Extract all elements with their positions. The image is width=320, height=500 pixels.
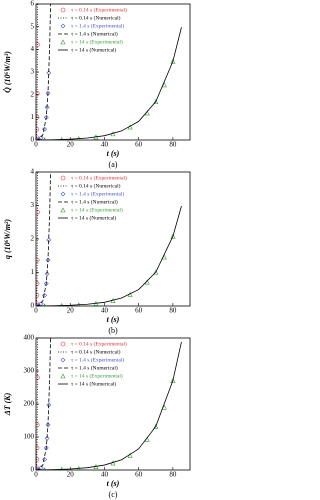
legend-label: τ = 1.4 s (Numerical) [71,198,118,205]
data-point [161,82,167,88]
y-tick-label: 3 [31,201,35,209]
legend-swatch [60,341,66,347]
x-axis-label: t (s) [107,315,120,324]
legend-swatch [60,7,66,13]
x-tick-label: 0 [34,471,38,479]
legend-label: τ = 1.4 s (Numerical) [71,30,118,37]
x-tick-label: 60 [135,141,143,149]
y-axis-label: Q̇ (10⁶W/m³) [2,51,12,93]
data-point [153,99,159,104]
series-line [36,27,182,140]
y-axis-label: q (10⁶W/m²) [3,219,12,259]
legend-swatch [60,357,66,363]
x-tick-label: 0 [34,141,38,149]
data-point [45,422,51,428]
legend-swatch [60,373,66,379]
y-tick-label: 4 [31,45,35,53]
data-point [153,423,159,429]
y-tick-label: 200 [24,400,35,408]
plot-area [36,338,182,470]
legend-label: τ = 14 s (Experimental) [71,206,123,213]
x-tick-label: 80 [169,307,177,315]
legend-label: τ = 14 s (Numerical) [71,46,116,53]
y-tick-label: 100 [24,433,35,441]
plot-area [36,4,182,140]
y-tick-label: 300 [24,367,35,375]
legend-label: τ = 14 s (Experimental) [71,372,123,379]
y-axis-label: ΔT (K) [3,392,12,416]
legend-label: τ = 0.14 s (Experimental) [71,174,127,181]
data-point [153,269,159,275]
x-tick-label: 60 [135,307,143,315]
x-tick-label: 20 [67,471,75,479]
y-tick-label: 6 [31,0,35,8]
y-tick-label: 0 [31,136,35,144]
legend-label: τ = 0.14 s (Numerical) [71,182,121,189]
legend-label: τ = 1.4 s (Numerical) [71,364,118,371]
series-line [36,172,38,306]
legend-label: τ = 1.4 s (Experimental) [71,190,124,197]
x-tick-label: 40 [101,471,109,479]
data-point [170,377,176,383]
data-point [42,457,47,462]
y-tick-label: 0 [31,466,35,474]
legend-label: τ = 1.4 s (Experimental) [71,22,124,29]
legend-label: τ = 0.14 s (Numerical) [71,348,121,355]
x-tick-label: 60 [135,471,143,479]
data-point [42,126,47,132]
x-axis-label: t (s) [107,479,120,488]
caption: (a) [109,160,118,169]
series-line [36,206,182,306]
legend-label: τ = 14 s (Experimental) [71,38,123,45]
legend-swatch [60,207,66,213]
x-tick-label: 20 [67,307,75,315]
legend-label: τ = 14 s (Numerical) [71,380,116,387]
x-tick-label: 20 [67,141,75,149]
series-line [36,4,38,140]
x-axis-label: t (s) [107,149,120,158]
data-point [127,452,133,458]
data-point [44,271,50,277]
x-tick-label: 80 [169,471,177,479]
legend-swatch [60,39,66,45]
y-tick-label: 5 [31,22,35,30]
legend-label: τ = 1.4 s (Experimental) [71,356,124,363]
legend-label: τ = 0.14 s (Experimental) [71,6,127,13]
series-line [36,341,182,470]
x-tick-label: 40 [101,307,109,315]
series-line [36,4,51,140]
legend-swatch [60,191,66,197]
data-point [170,58,176,64]
y-tick-label: 400 [24,334,35,342]
legend-label: τ = 0.14 s (Numerical) [71,14,121,21]
x-tick-label: 40 [101,141,109,149]
y-tick-label: 3 [31,68,35,76]
caption: (b) [108,326,118,335]
y-tick-label: 2 [31,90,35,98]
data-point [36,91,40,96]
y-tick-label: 4 [31,168,35,176]
legend-label: τ = 0.14 s (Experimental) [71,340,127,347]
data-point [170,233,176,239]
data-point [42,292,47,298]
y-tick-label: 1 [31,268,35,276]
data-point [44,104,50,110]
series-line [36,172,51,306]
caption: (c) [109,490,118,499]
plot-area [36,172,182,306]
y-tick-label: 0 [31,302,35,310]
y-tick-label: 2 [31,235,35,243]
legend-label: τ = 14 s (Numerical) [71,214,116,221]
x-tick-label: 0 [34,307,38,315]
x-tick-label: 80 [169,141,177,149]
series-line [36,338,51,470]
legend-swatch [60,23,66,29]
y-tick-label: 1 [31,113,35,121]
legend-swatch [60,175,66,181]
